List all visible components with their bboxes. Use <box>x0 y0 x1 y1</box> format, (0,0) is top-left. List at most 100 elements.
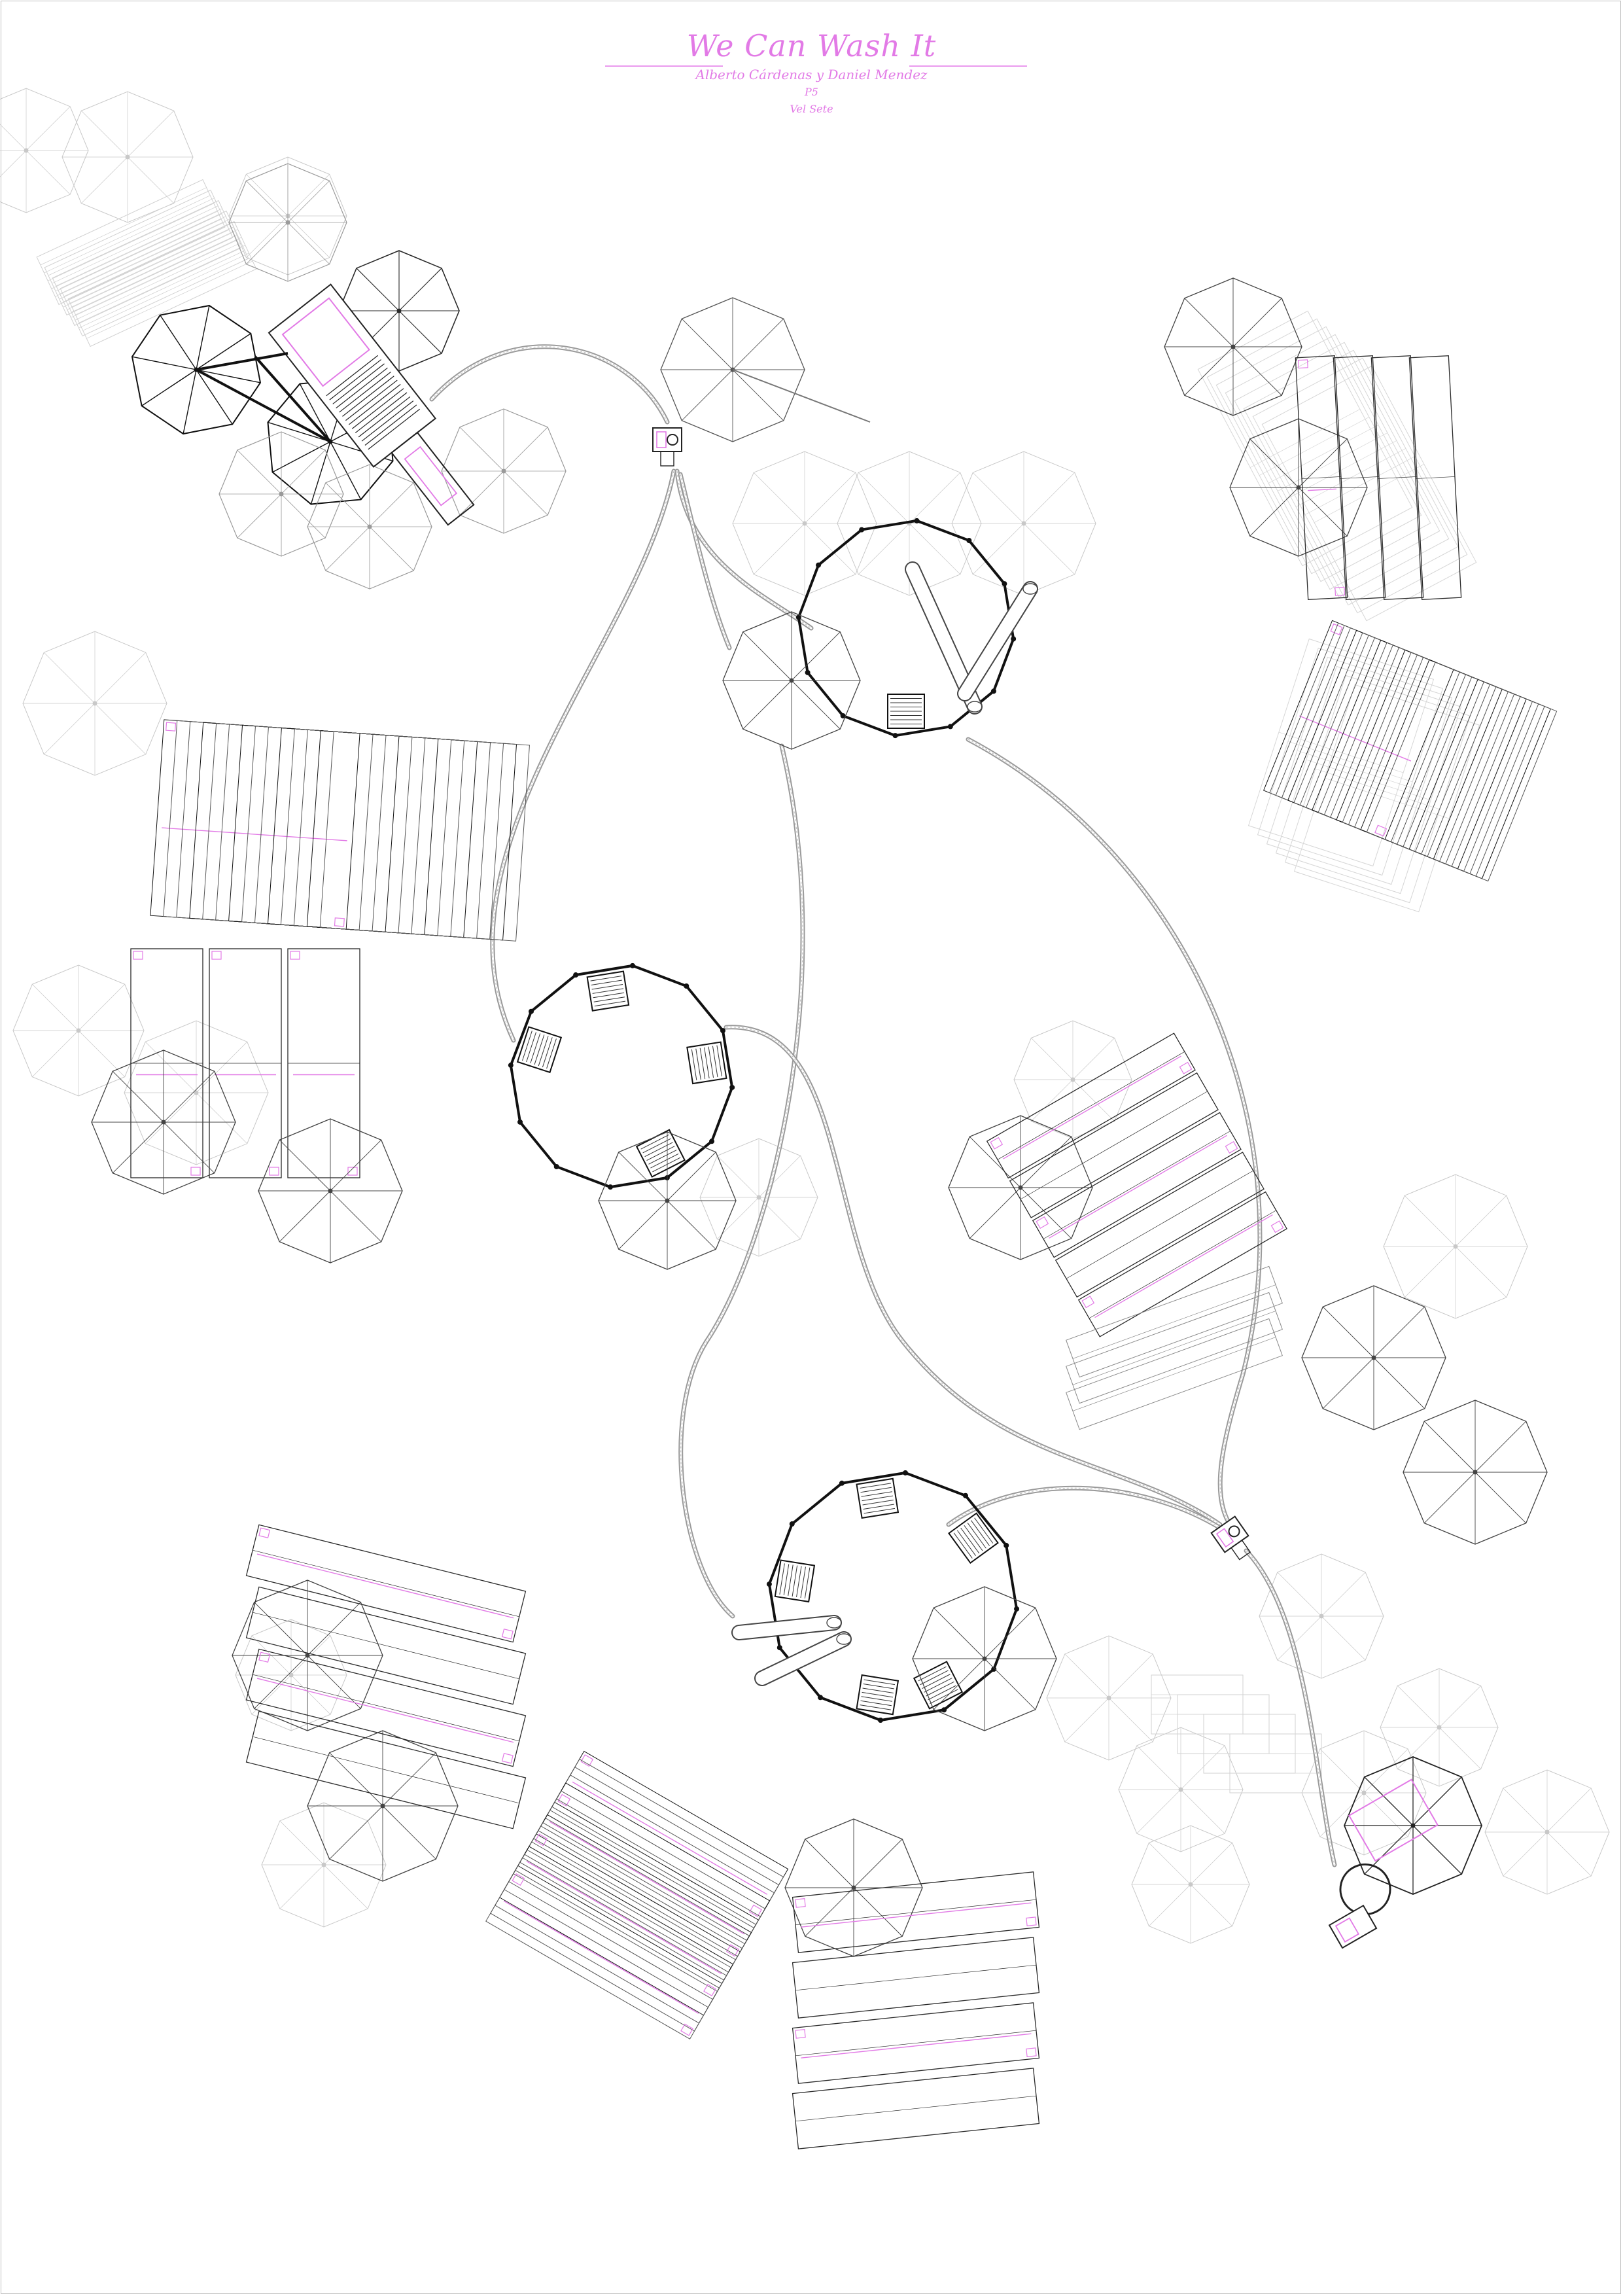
bench-icon <box>774 1559 816 1603</box>
path-bottom-right <box>1244 1548 1337 1867</box>
bench-icon <box>306 730 517 941</box>
pipe-icon <box>731 1615 842 1640</box>
bench-icon <box>1225 334 1440 590</box>
umbrella-icon <box>912 1586 1057 1731</box>
drawing-authors: Alberto Cárdenas y Daniel Mendez <box>695 67 928 82</box>
bench-icon <box>792 2002 1040 2084</box>
path-top-left <box>429 344 670 425</box>
vehicle-icon <box>1328 1778 1439 1949</box>
bench-icon <box>513 1822 748 1992</box>
bench-stack <box>1263 620 1558 882</box>
bench-icon <box>550 1758 784 1929</box>
bench-icon <box>1252 357 1468 614</box>
bench-icon <box>245 1710 527 1829</box>
umbrella-icon <box>784 1818 923 1957</box>
view-label: Vel Sete <box>790 103 833 115</box>
umbrella-pole <box>732 369 871 423</box>
bench-icon <box>686 1041 727 1085</box>
umbrella-icon <box>1259 1553 1384 1679</box>
bench-icon <box>60 210 249 337</box>
bench-icon <box>228 724 439 936</box>
umbrella-icon <box>218 431 344 557</box>
bench-icon <box>1032 1112 1242 1258</box>
sheet-label: P5 <box>805 86 818 98</box>
bench-icon <box>67 221 257 347</box>
bench-icon <box>1055 1152 1265 1298</box>
bench-icon <box>1066 1265 1283 1378</box>
bench-icon <box>540 1775 775 1945</box>
bench-icon <box>485 1869 720 2040</box>
bench-icon <box>1261 365 1477 622</box>
main-objects-layer <box>91 163 1558 2149</box>
bench-icon <box>1206 318 1422 574</box>
bench-icon <box>1366 662 1558 882</box>
title-rule-left <box>605 65 723 67</box>
bench-icon <box>1370 355 1424 600</box>
bench-icon <box>1203 1714 1296 1774</box>
umbrella-icon <box>1164 277 1302 416</box>
bench-icon <box>508 1829 743 2000</box>
bench-icon <box>948 1512 999 1564</box>
bench-icon <box>267 727 478 938</box>
bench-icon <box>1318 642 1509 862</box>
title-block: We Can Wash It Alberto Cárdenas y Daniel… <box>0 26 1623 118</box>
umbrella-icon <box>235 1619 347 1731</box>
bench-stack <box>485 1750 789 2040</box>
umbrella-icon <box>948 1115 1093 1260</box>
umbrella-icon <box>1380 1668 1499 1787</box>
bench-icon <box>202 722 413 934</box>
bench-icon <box>856 1477 899 1519</box>
bench-icon <box>1229 1733 1322 1793</box>
bench-icon <box>1257 647 1444 876</box>
ring-station <box>508 963 735 1190</box>
bench-icon <box>280 728 491 939</box>
connector-icon <box>1210 1515 1251 1561</box>
bench-icon <box>792 1871 1040 1953</box>
bench-icon <box>1266 656 1453 885</box>
umbrella-icon <box>131 304 262 435</box>
bench-icon <box>163 720 374 931</box>
bench-icon <box>176 721 387 932</box>
bench-icon <box>36 179 226 306</box>
bench-icon <box>1066 1292 1283 1404</box>
bench-icon <box>986 1033 1196 1179</box>
bench-icon <box>150 719 360 930</box>
bench-icon <box>516 1026 563 1074</box>
umbrella-icon <box>951 451 1096 596</box>
umbrella-icon <box>228 163 347 282</box>
umbrella-icon <box>22 631 167 776</box>
bench-icon <box>1243 349 1459 606</box>
bench-icon <box>554 1750 789 1921</box>
bench-icon <box>189 722 400 932</box>
bench-icon <box>545 1767 780 1937</box>
umbrella-icon <box>338 250 460 372</box>
bench-stack <box>150 719 530 942</box>
bench-icon <box>1009 1072 1219 1218</box>
vehicle-icon <box>268 283 475 526</box>
umbrella-icon <box>307 464 432 590</box>
umbrella-icon <box>12 964 145 1097</box>
bench-icon <box>287 948 360 1178</box>
bench-icon <box>635 1129 686 1178</box>
umbrella-icon <box>732 451 877 596</box>
bench-icon <box>319 731 530 942</box>
path-center-down <box>678 743 805 1619</box>
pipe-icon <box>754 1631 852 1686</box>
bench-icon <box>1275 665 1462 894</box>
path-bottom-ring <box>946 1485 1223 1530</box>
bench-icon <box>1077 1191 1287 1337</box>
bench-icon <box>1197 310 1413 567</box>
umbrella-icon <box>0 88 89 213</box>
bench-icon <box>517 1814 752 1985</box>
pipe-icon <box>957 581 1038 701</box>
bench-icon <box>527 1798 761 1968</box>
bench-icon <box>215 724 426 934</box>
umbrella-icon <box>232 1580 383 1731</box>
bench-icon <box>245 1648 527 1767</box>
bench-icon <box>1284 675 1471 904</box>
umbrella-icon <box>124 1020 269 1165</box>
bench-icon <box>254 726 465 937</box>
bench-icon <box>495 1854 729 2024</box>
bench-icon <box>1293 684 1480 913</box>
